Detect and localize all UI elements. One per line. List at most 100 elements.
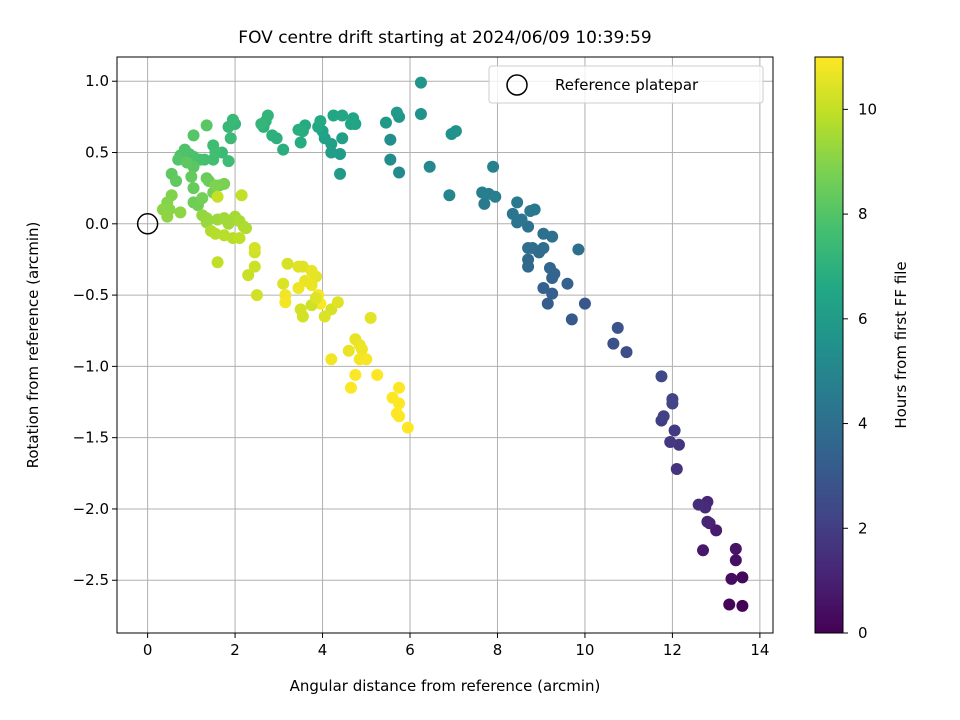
data-point	[736, 571, 749, 584]
data-point	[281, 257, 294, 270]
data-point	[277, 277, 290, 290]
y-tick-label: −2.0	[73, 500, 109, 518]
data-point	[723, 598, 736, 611]
data-point	[379, 116, 392, 129]
y-axis-ticks: −2.5 −2.0 −1.5 −1.0 −0.5 0.0 0.5 1.0	[73, 72, 117, 589]
colorbar-label: Hours from first FF file	[892, 261, 910, 428]
data-point	[664, 435, 677, 448]
data-point	[355, 343, 368, 356]
data-point	[336, 109, 349, 122]
data-point	[522, 253, 535, 266]
data-point	[161, 210, 174, 223]
data-point	[384, 133, 397, 146]
reference-point	[136, 213, 159, 235]
data-point	[305, 279, 318, 292]
data-point	[248, 242, 261, 255]
data-point	[242, 269, 255, 282]
data-point	[296, 310, 309, 323]
data-point	[565, 313, 578, 326]
data-point	[222, 155, 235, 168]
y-tick-label: 0.5	[85, 144, 109, 162]
data-point	[261, 109, 274, 122]
data-point	[725, 572, 738, 585]
x-tick-label: 6	[405, 641, 415, 659]
data-point	[401, 421, 414, 434]
colorbar-ticks: 0 2 4 6 8 10	[843, 100, 877, 642]
y-tick-label: −2.5	[73, 571, 109, 589]
x-tick-label: 14	[750, 641, 769, 659]
data-point	[342, 344, 355, 357]
legend-entry: Reference platepar	[555, 76, 699, 94]
legend: Reference platepar	[488, 65, 764, 104]
data-point	[292, 123, 305, 136]
data-point	[701, 515, 714, 528]
data-point	[414, 108, 427, 121]
data-point	[541, 297, 554, 310]
data-point	[174, 206, 187, 219]
data-point	[240, 222, 253, 235]
data-point	[331, 296, 344, 309]
data-point	[697, 544, 710, 557]
x-tick-label: 10	[575, 641, 594, 659]
data-point	[185, 170, 198, 183]
data-point	[449, 125, 462, 138]
data-point	[305, 264, 318, 277]
data-point	[736, 599, 749, 612]
data-point	[668, 424, 681, 437]
data-point	[233, 232, 246, 245]
data-point	[511, 196, 524, 209]
data-point	[170, 175, 183, 188]
data-point	[561, 277, 574, 290]
data-point	[226, 113, 239, 126]
data-point	[292, 281, 305, 294]
x-tick-label: 12	[663, 641, 682, 659]
data-point	[572, 243, 585, 256]
data-point	[325, 353, 338, 366]
colorbar-tick-label: 4	[858, 415, 868, 433]
data-point	[578, 297, 591, 310]
data-point	[393, 397, 406, 410]
data-point	[364, 311, 377, 324]
plot-frame	[116, 56, 774, 634]
data-point	[611, 321, 624, 334]
data-point	[423, 160, 436, 173]
data-point	[187, 129, 200, 142]
data-point	[180, 156, 193, 169]
data-point	[390, 106, 403, 119]
data-point	[655, 370, 668, 383]
data-point	[211, 190, 224, 203]
y-tick-label: −1.0	[73, 357, 109, 375]
legend-marker-icon	[506, 74, 528, 96]
data-point	[528, 203, 541, 216]
data-point	[657, 410, 670, 423]
data-point	[478, 197, 491, 210]
data-point	[543, 262, 556, 275]
data-point	[266, 129, 279, 142]
data-point	[506, 207, 519, 220]
data-point	[327, 109, 340, 122]
data-point	[489, 190, 502, 203]
data-point	[187, 182, 200, 195]
data-point	[393, 381, 406, 394]
y-tick-label: 1.0	[85, 72, 109, 90]
data-point	[729, 554, 742, 567]
data-points	[156, 76, 749, 612]
data-point	[537, 242, 550, 255]
data-point	[666, 397, 679, 410]
y-axis-label: Rotation from reference (arcmin)	[24, 222, 42, 469]
colorbar-tick-label: 6	[858, 310, 868, 328]
data-point	[692, 498, 705, 511]
data-point	[224, 132, 237, 145]
data-point	[349, 368, 362, 381]
data-point	[334, 167, 347, 180]
data-point	[336, 132, 349, 145]
data-point	[325, 146, 338, 159]
data-point	[211, 256, 224, 269]
data-point	[393, 166, 406, 179]
data-point	[277, 143, 290, 156]
data-point	[537, 281, 550, 294]
colorbar-tick-label: 0	[858, 624, 868, 642]
data-point	[546, 230, 559, 243]
data-point	[250, 289, 263, 302]
